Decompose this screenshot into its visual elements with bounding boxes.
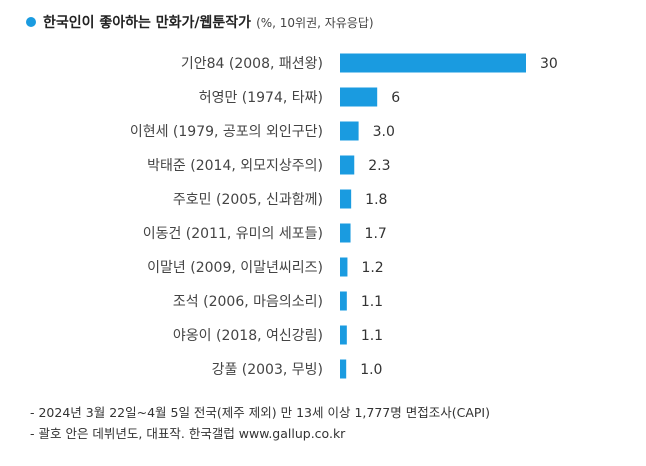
category-label: 이말년 (2009, 이말년씨리즈) <box>147 260 323 276</box>
bar <box>340 359 347 379</box>
category-label: 박태준 (2014, 외모지상주의) <box>147 158 323 174</box>
value-label: 30 <box>540 56 558 72</box>
value-label: 1.7 <box>365 226 387 242</box>
category-label: 허영만 (1974, 타짜) <box>199 90 323 106</box>
category-label: 기안84 (2008, 패션왕) <box>181 56 323 72</box>
bar <box>340 291 347 311</box>
footnotes: - 2024년 3월 22일~4월 5일 전국(제주 제외) 만 13세 이상 … <box>30 402 490 444</box>
value-label: 1.1 <box>361 328 383 344</box>
footnote-source: - 괄호 안은 데뷔년도, 대표작. 한국갤럽 www.gallup.co.kr <box>30 426 346 441</box>
bar-chart: 기안84 (2008, 패션왕) 30 허영만 (1974, 타짜) 6 이현세 (19… <box>130 53 558 379</box>
category-label: 야옹이 (2018, 여신강림) <box>173 328 323 344</box>
value-label: 1.2 <box>361 260 383 276</box>
chart-title-row: 한국인이 좋아하는 만화가/웹툰작가 (%, 10위권, 자유응답) <box>26 12 374 32</box>
value-label: 1.8 <box>365 192 387 208</box>
bar <box>340 87 378 107</box>
category-label: 강풀 (2003, 무빙) <box>212 362 323 378</box>
value-label: 2.3 <box>368 158 390 174</box>
chart-subtitle: (%, 10위권, 자유응답) <box>256 15 374 30</box>
bar <box>340 155 355 175</box>
category-label: 이동건 (2011, 유미의 세포들) <box>143 226 323 242</box>
bar <box>340 121 359 141</box>
category-label: 주호민 (2005, 신과함께) <box>173 192 323 208</box>
value-label: 3.0 <box>373 124 395 140</box>
value-label: 1.1 <box>361 294 383 310</box>
bar <box>340 325 347 345</box>
bar <box>340 223 351 243</box>
bar <box>340 53 526 73</box>
value-label: 6 <box>391 90 400 106</box>
chart-title: 한국인이 좋아하는 만화가/웹툰작가 <box>43 15 252 31</box>
category-label: 이현세 (1979, 공포의 외인구단) <box>130 124 323 140</box>
value-label: 1.0 <box>360 362 382 378</box>
category-label: 조석 (2006, 마음의소리) <box>173 294 323 310</box>
footnote-survey: - 2024년 3월 22일~4월 5일 전국(제주 제외) 만 13세 이상 … <box>30 405 490 420</box>
bar <box>340 189 352 209</box>
bar <box>340 257 348 277</box>
bullet-dot-icon <box>26 17 36 27</box>
